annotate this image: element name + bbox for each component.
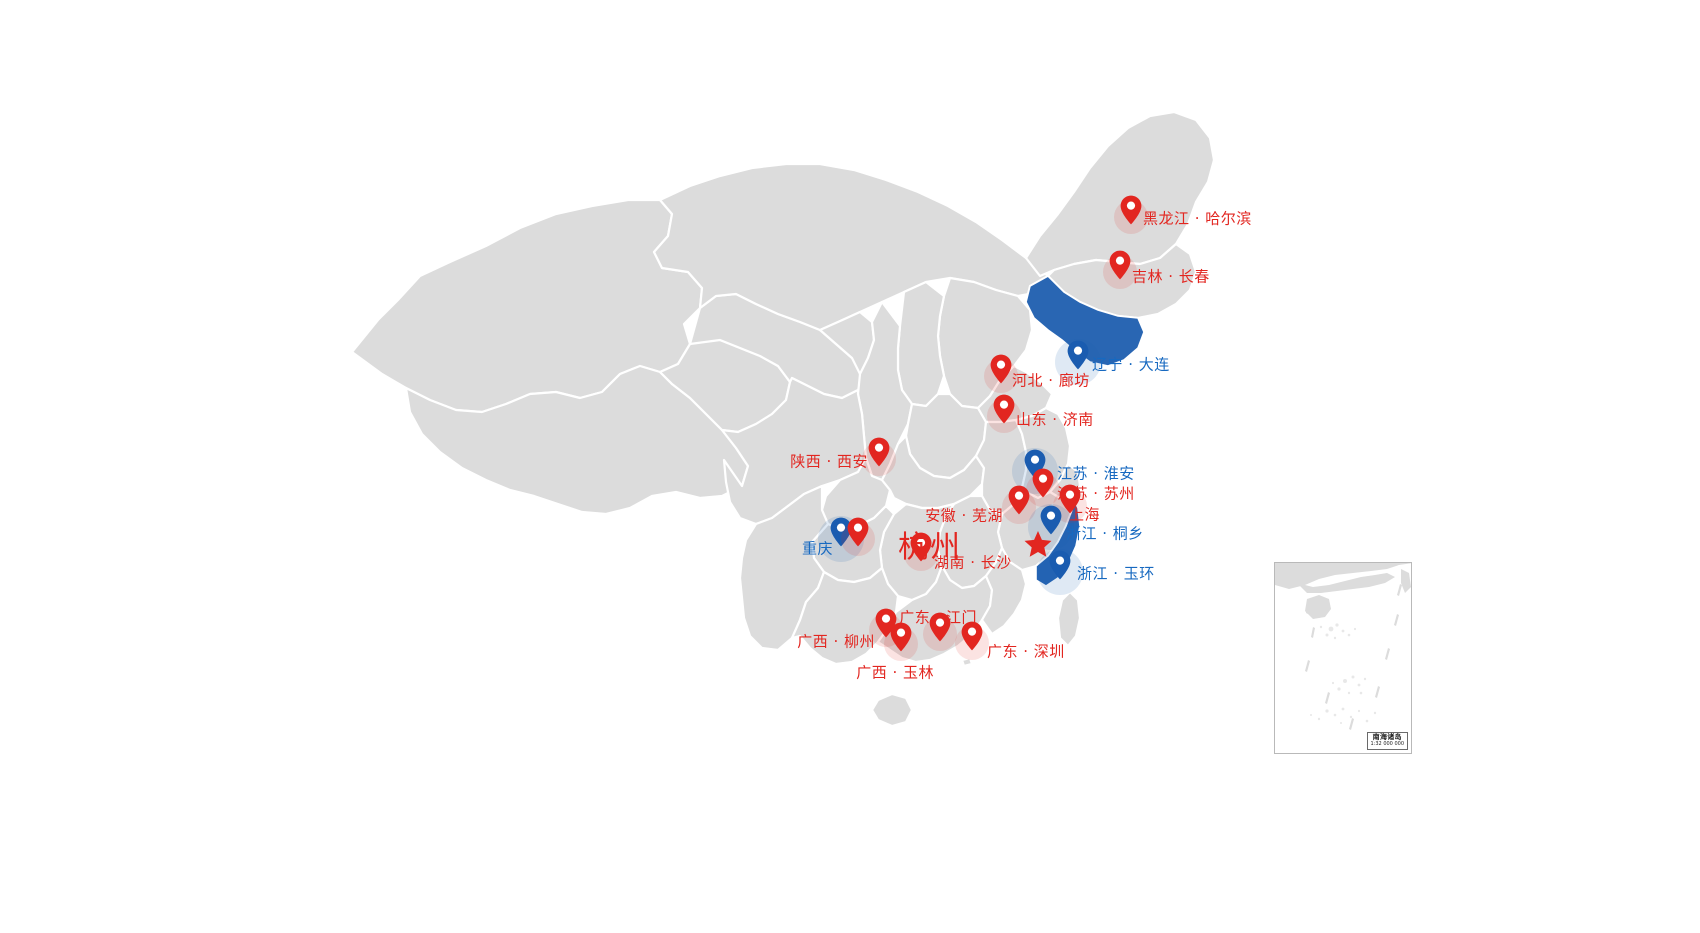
map-pin-icon[interactable]: [929, 612, 951, 642]
province-hainan: [870, 692, 914, 728]
marker-label-jilin-changchun: 吉林 · 长春: [1132, 267, 1210, 286]
inset-dash-9: [1349, 718, 1354, 730]
map-pin-icon[interactable]: [1059, 484, 1081, 514]
map-pin-icon[interactable]: [1032, 468, 1054, 498]
inset-dash-4: [1385, 648, 1390, 660]
south-china-sea-inset: 南海诸岛 1:32 000 000: [1274, 562, 1412, 754]
marker-label-shandong-jinan: 山东 · 济南: [1016, 410, 1094, 429]
hangzhou-label: 杭州: [898, 530, 962, 565]
map-pin-icon[interactable]: [1049, 550, 1071, 580]
province-fujian: [980, 546, 1028, 636]
highlight-zhejiang: [1035, 495, 1081, 587]
map-pin-icon[interactable]: [1008, 485, 1030, 515]
inset-mainland: [1275, 563, 1411, 589]
map-pin-icon[interactable]: [868, 437, 890, 467]
marker-label-guangxi-yulin: 广西 · 玉林: [856, 663, 934, 682]
marker-label-guangdong-shenzhen: 广东 · 深圳: [987, 642, 1065, 661]
map-pin-icon[interactable]: [910, 532, 932, 562]
marker-label-hunan-changsha: 湖南 · 长沙: [934, 553, 1012, 572]
marker-label-jiangsu-huaian: 江苏 · 淮安: [1057, 464, 1135, 483]
inset-islands: [1310, 623, 1377, 724]
map-pin-icon[interactable]: [961, 621, 983, 651]
map-pin-icon[interactable]: [890, 622, 912, 652]
inset-hainan: [1305, 595, 1331, 619]
inset-scale-box: 南海诸岛 1:32 000 000: [1366, 732, 1408, 750]
marker-label-chongqing: 重庆: [801, 539, 833, 558]
marker-label-anhui-wuhu: 安徽 · 芜湖: [925, 506, 1003, 525]
inset-scale-value: 1:32 000 000: [1370, 740, 1405, 747]
region-hongkong: [960, 656, 974, 668]
province-taiwan: [1056, 590, 1082, 648]
map-pin-icon[interactable]: [847, 517, 869, 547]
map-pin-icon[interactable]: [993, 394, 1015, 424]
inset-dash-8: [1375, 686, 1380, 698]
marker-label-zhejiang-yuhuan: 浙江 · 玉环: [1077, 564, 1155, 583]
star-icon: [1024, 531, 1052, 557]
inset-dash-1: [1306, 604, 1310, 614]
map-pin-icon[interactable]: [830, 517, 852, 547]
province-shanxi: [896, 280, 946, 408]
inset-guangdong-coast: [1297, 573, 1395, 593]
inset-dash-7: [1325, 692, 1330, 704]
inset-dash-6: [1305, 660, 1310, 672]
marker-label-shanghai: 上海: [1069, 505, 1101, 524]
province-inner-mongolia: [652, 162, 1050, 332]
highlight-liaoning: [1025, 275, 1145, 367]
marker-label-shaanxi-xian: 陕西 · 西安: [790, 452, 868, 471]
inset-title: 南海诸岛: [1372, 733, 1402, 742]
marker-label-heilongjiang-haerbin: 黑龙江 · 哈尔滨: [1143, 209, 1252, 228]
map-pin-icon[interactable]: [1067, 340, 1089, 370]
marker-label-guangxi-liuzhou: 广西 · 柳州: [797, 632, 875, 651]
map-pin-icon[interactable]: [1109, 250, 1131, 280]
map-pin-icon[interactable]: [1040, 505, 1062, 535]
inset-taiwan-tip: [1401, 569, 1411, 593]
inset-dash-2: [1397, 584, 1402, 596]
map-pin-icon[interactable]: [1120, 195, 1142, 225]
marker-label-zhejiang-tongxiang: 浙江 · 桐乡: [1066, 524, 1144, 543]
marker-label-guangdong-jiangmen: 广东 · 江门: [899, 608, 977, 627]
marker-label-hebei-langfang: 河北 · 廊坊: [1012, 371, 1090, 390]
marker-label-liaoning-dalian: 辽宁 · 大连: [1092, 355, 1170, 374]
inset-dash-3: [1394, 614, 1399, 626]
inset-dash-5: [1311, 627, 1315, 638]
highlighted-provinces: [1025, 275, 1145, 587]
map-pin-icon[interactable]: [990, 354, 1012, 384]
